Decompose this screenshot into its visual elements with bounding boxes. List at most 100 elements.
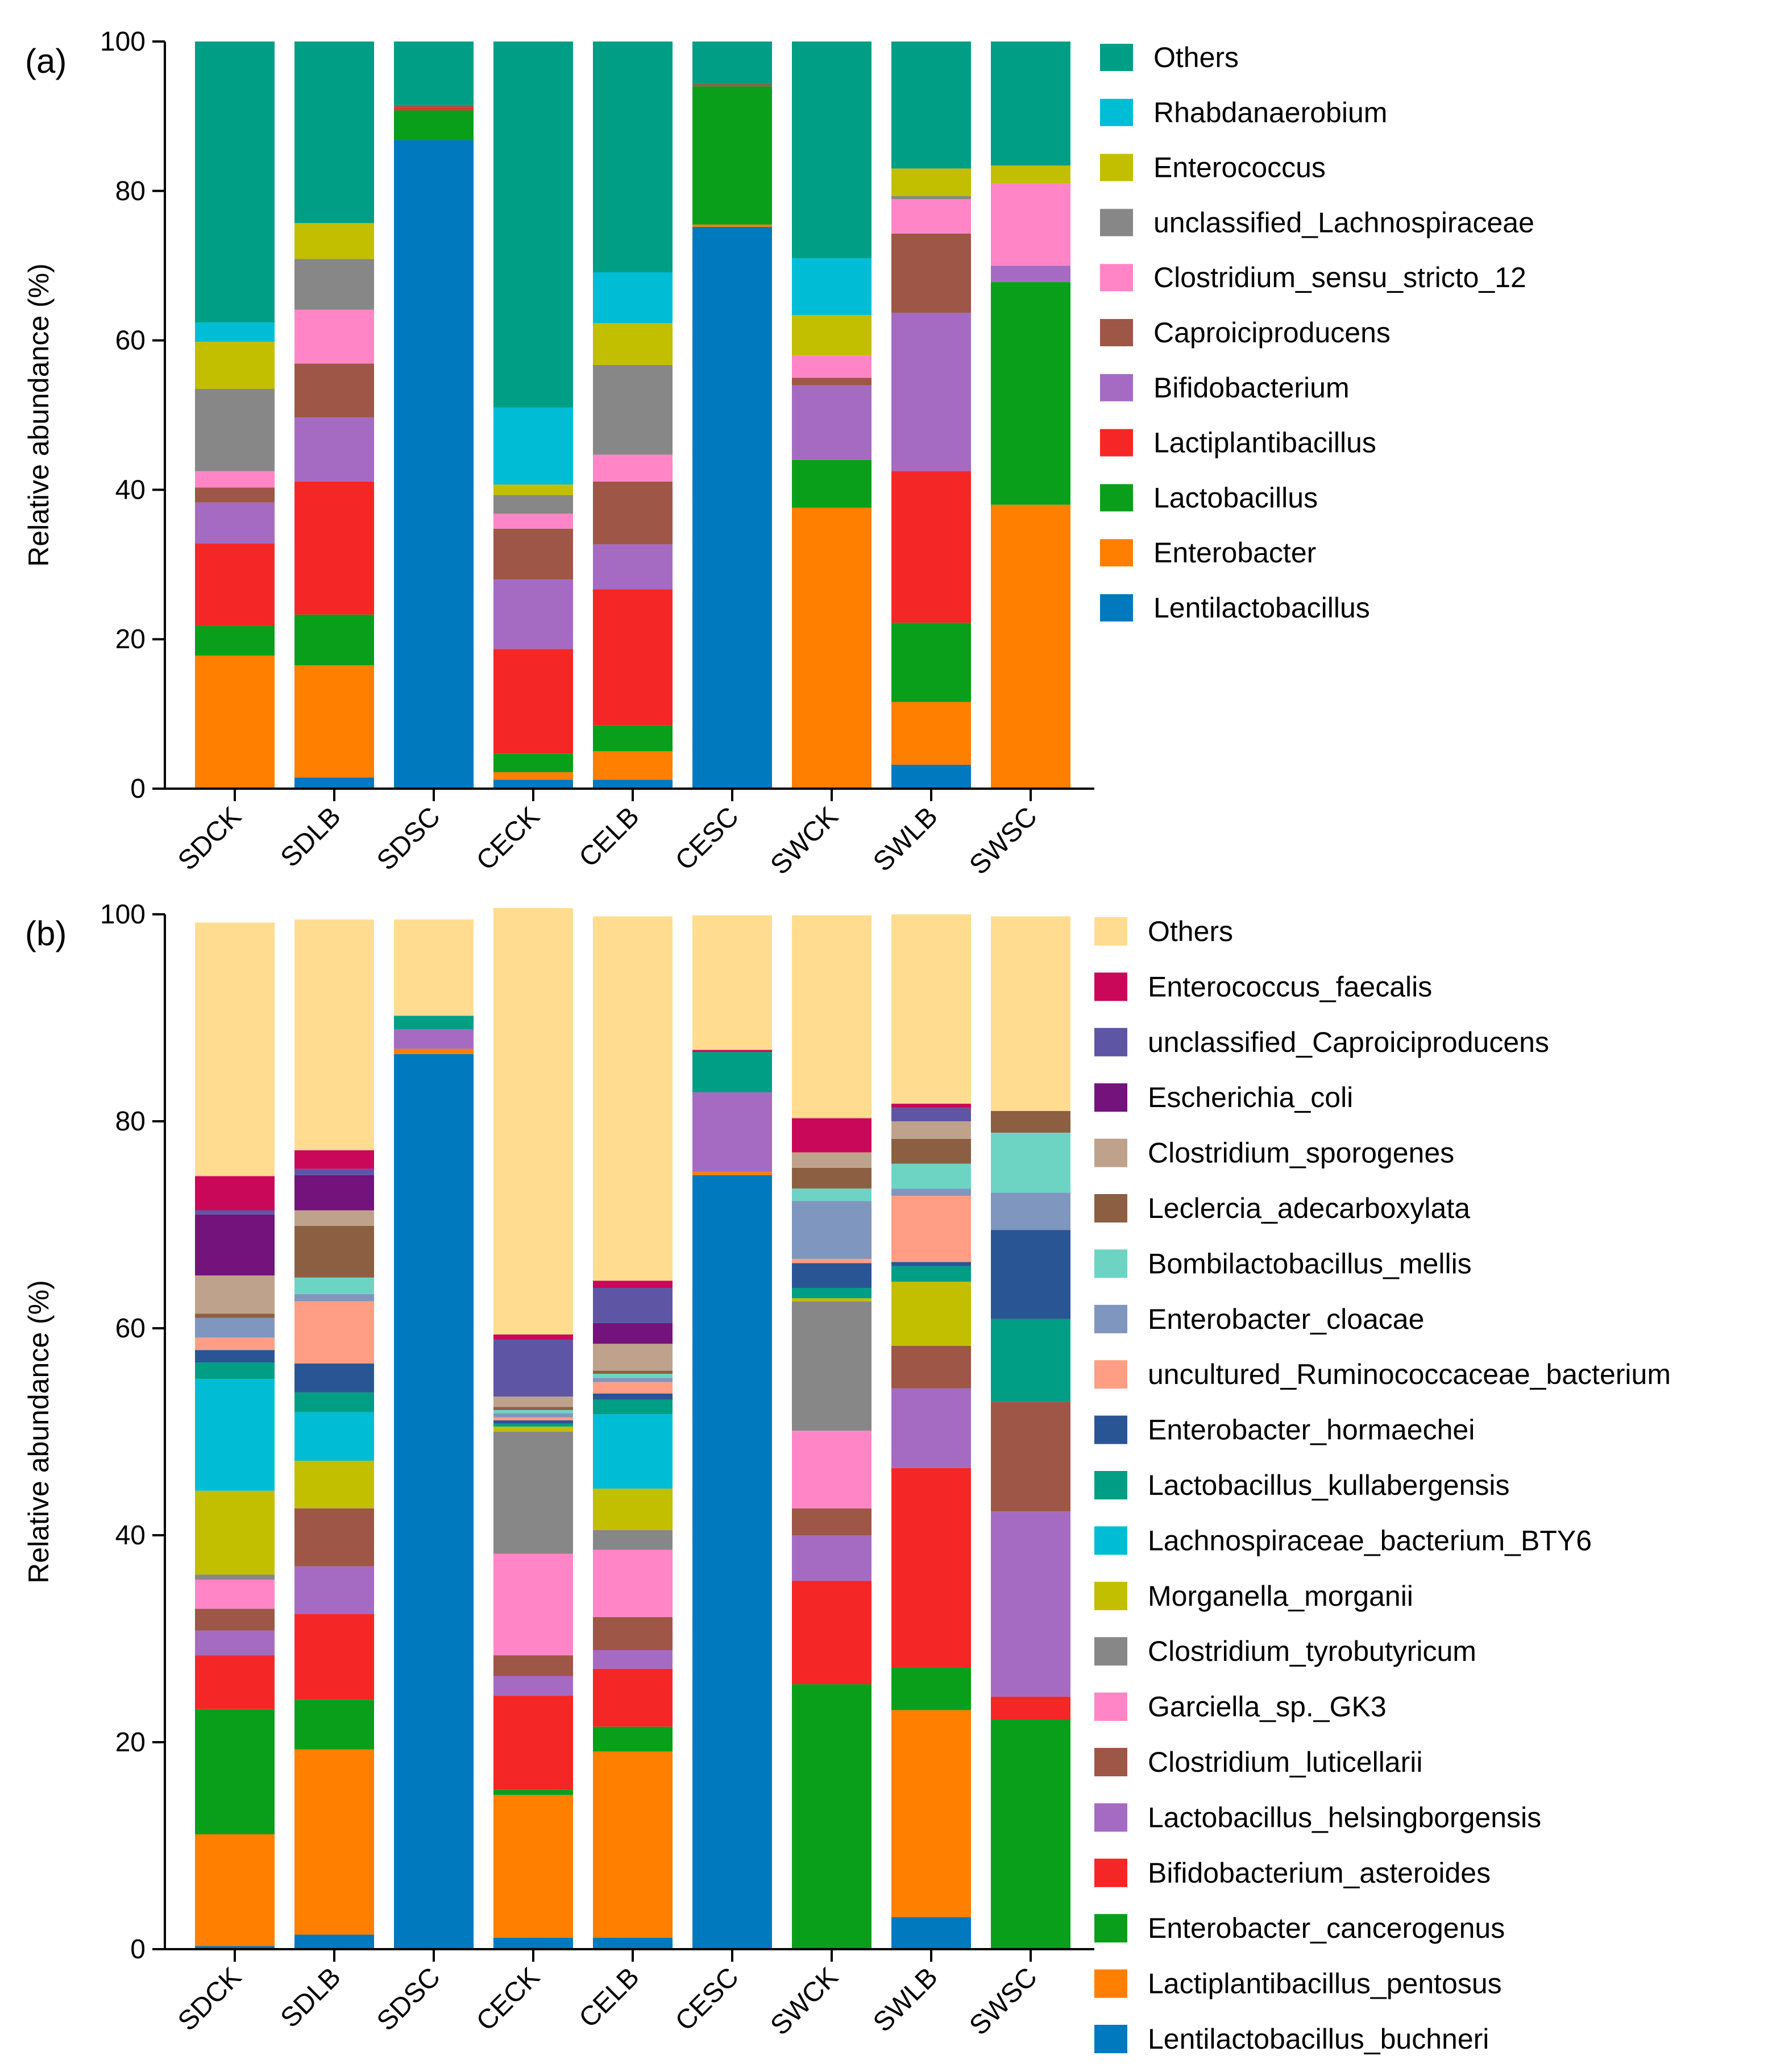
bar-segment-celb-lactobacillus xyxy=(593,725,673,752)
legend-swatch-rhabdanaerobium xyxy=(1100,98,1133,126)
bar-segment-swck-leclercia-adecarboxylata xyxy=(792,1167,871,1189)
bar-segment-sdlb-leclercia-adecarboxylata xyxy=(294,1225,374,1278)
y-tick-label-20: 20 xyxy=(115,624,146,654)
bar-segment-cesc-lentilactobacillus xyxy=(692,226,772,789)
bar-segment-ceck-bifidobacterium-asteroides xyxy=(493,1696,573,1790)
bar-segment-sdck-enterococcus-faecalis xyxy=(195,1176,275,1211)
bar-segment-cesc-lactobacillus-helsingborgensis xyxy=(692,1092,772,1172)
bar-segment-sdlb-bifidobacterium xyxy=(294,417,374,482)
legend-swatch-lactiplantibacillus xyxy=(1100,429,1133,457)
bar-segment-celb-lactiplantibacillus-pentosus xyxy=(593,1751,673,1938)
y-tick-label-60: 60 xyxy=(115,326,146,356)
legend-swatch-caproiciproducens xyxy=(1100,319,1133,346)
legend-swatch-lachnospiraceae-bacterium-bty6 xyxy=(1094,1526,1127,1555)
legend-label-bifidobacterium: Bifidobacterium xyxy=(1153,372,1350,404)
bar-segment-celb-caproiciproducens xyxy=(593,481,673,545)
bar-segment-swlb-lactobacillus xyxy=(891,623,971,702)
x-tick-label-ceck: CECK xyxy=(471,1962,546,2037)
bar-segment-sdck-morganella-morganii xyxy=(195,1490,275,1575)
bar-segment-sdck-clostridium-sensu-stricto-12 xyxy=(195,471,275,488)
bar-segment-ceck-lentilactobacillus-buchneri xyxy=(493,1937,573,1949)
legend-label-others: Others xyxy=(1148,915,1233,947)
bar-segment-sdsc-lactobacillus xyxy=(394,110,474,140)
bar-segment-celb-bifidobacterium-asteroides xyxy=(593,1668,673,1727)
legend-swatch-lactiplantibacillus-pentosus xyxy=(1094,1969,1127,1998)
bar-segment-sdck-lactiplantibacillus xyxy=(195,544,275,626)
legend-label-lactobacillus: Lactobacillus xyxy=(1153,482,1318,513)
bar-segment-celb-enterococcus-faecalis xyxy=(593,1281,673,1288)
bar-segment-celb-unclassified-lachnospiraceae xyxy=(593,364,673,455)
bar-segment-swlb-enterococcus-faecalis xyxy=(891,1104,971,1108)
bar-segment-ceck-leclercia-adecarboxylata xyxy=(493,1407,573,1410)
bar-segment-swck-enterobacter-cancerogenus xyxy=(792,1684,871,1949)
bar-segment-sdlb-bifidobacterium-asteroides xyxy=(294,1614,374,1700)
legend-swatch-lactobacillus-helsingborgensis xyxy=(1094,1803,1127,1832)
bar-segment-swlb-enterobacter-cancerogenus xyxy=(891,1667,971,1710)
x-tick-label-swlb: SWLB xyxy=(868,1962,944,2038)
bar-segment-swck-caproiciproducens xyxy=(792,378,871,386)
bar-segment-sdck-uncultured-ruminococcaceae-bacterium xyxy=(195,1337,275,1350)
legend-swatch-escherichia-coli xyxy=(1094,1083,1127,1112)
legend-swatch-enterobacter-cancerogenus xyxy=(1094,1914,1127,1943)
bar-segment-swsc-others xyxy=(991,42,1070,166)
bar-segment-swck-enterobacter xyxy=(792,507,871,789)
legend-label-lactiplantibacillus: Lactiplantibacillus xyxy=(1153,427,1376,459)
bar-segment-swck-enterobacter-cloacae xyxy=(792,1201,871,1259)
legend-label-enterococcus: Enterococcus xyxy=(1153,152,1326,184)
bar-segment-sdlb-others xyxy=(294,919,374,1150)
legend-swatch-clostridium-sporogenes xyxy=(1094,1138,1127,1167)
bar-segment-sdck-lactobacillus-kullabergensis xyxy=(195,1362,275,1379)
legend-label-enterococcus-faecalis: Enterococcus_faecalis xyxy=(1148,971,1432,1002)
bar-segment-swck-clostridium-luticellarii xyxy=(792,1508,871,1535)
bar-segment-ceck-lactobacillus-helsingborgensis xyxy=(493,1676,573,1696)
bar-segment-sdck-enterobacter xyxy=(195,656,275,789)
bar-segment-swlb-enterobacter-cloacae xyxy=(891,1188,971,1196)
legend-swatch-lentilactobacillus-buchneri xyxy=(1094,2025,1127,2053)
bar-segment-swck-clostridium-tyrobutyricum xyxy=(792,1301,871,1431)
bar-segment-ceck-morganella-morganii xyxy=(493,1426,573,1432)
bar-segment-swlb-leclercia-adecarboxylata xyxy=(891,1138,971,1164)
bar-segment-celb-lactiplantibacillus xyxy=(593,589,673,726)
bar-segment-swlb-unclassified-caproiciproducens xyxy=(891,1108,971,1121)
bar-segment-swlb-bifidobacterium xyxy=(891,312,971,471)
bar-segment-swsc-enterococcus xyxy=(991,165,1070,184)
legend-swatch-unclassified-caproiciproducens xyxy=(1094,1027,1127,1056)
bar-segment-ceck-lentilactobacillus xyxy=(493,780,573,789)
legend-label-bombilactobacillus-mellis: Bombilactobacillus_mellis xyxy=(1148,1248,1472,1279)
bar-segment-sdsc-lactobacillus-helsingborgensis xyxy=(394,1029,474,1049)
bar-segment-celb-lactobacillus-kullabergensis xyxy=(593,1399,673,1415)
bar-segment-swlb-unclassified-lachnospiraceae xyxy=(891,196,971,200)
y-tick-label-40: 40 xyxy=(115,1520,146,1551)
bar-segment-swck-morganella-morganii xyxy=(792,1298,871,1302)
bar-segment-swlb-uncultured-ruminococcaceae-bacterium xyxy=(891,1196,971,1262)
bar-segment-sdlb-unclassified-caproiciproducens xyxy=(294,1168,374,1175)
bar-segment-sdck-lachnospiraceae-bacterium-bty6 xyxy=(195,1379,275,1491)
bar-segment-celb-enterobacter-cancerogenus xyxy=(593,1726,673,1752)
bar-segment-ceck-enterobacter-cancerogenus xyxy=(493,1789,573,1795)
bar-segment-sdlb-uncultured-ruminococcaceae-bacterium xyxy=(294,1301,374,1364)
bar-segment-sdck-clostridium-tyrobutyricum xyxy=(195,1574,275,1580)
legend-label-enterobacter-hormaechei: Enterobacter_hormaechei xyxy=(1148,1414,1475,1446)
legend-swatch-leclercia-adecarboxylata xyxy=(1094,1194,1127,1223)
bar-segment-sdlb-enterococcus xyxy=(294,223,374,259)
bar-segment-swsc-lactobacillus-helsingborgensis xyxy=(991,1511,1070,1697)
bar-segment-sdck-others xyxy=(195,42,275,323)
bar-segment-celb-uncultured-ruminococcaceae-bacterium xyxy=(593,1382,673,1394)
bar-segment-ceck-enterococcus-faecalis xyxy=(493,1334,573,1340)
bar-segment-swck-others xyxy=(792,915,871,1118)
bar-segment-sdlb-caproiciproducens xyxy=(294,363,374,417)
legend-label-escherichia-coli: Escherichia_coli xyxy=(1148,1081,1353,1113)
x-tick-label-swsc: SWSC xyxy=(964,1962,1043,2041)
bar-segment-celb-clostridium-sporogenes xyxy=(593,1344,673,1371)
legend-swatch-clostridium-sensu-stricto-12 xyxy=(1100,264,1133,292)
bar-segment-sdsc-caproiciproducens xyxy=(394,105,474,108)
legend-label-morganella-morganii: Morganella_morganii xyxy=(1148,1580,1413,1612)
bar-segment-sdck-unclassified-lachnospiraceae xyxy=(195,389,275,471)
bar-segment-ceck-rhabdanaerobium xyxy=(493,407,573,485)
x-tick-label-sdlb: SDLB xyxy=(275,1962,347,2033)
x-tick-label-sdck: SDCK xyxy=(172,801,247,876)
bar-segment-sdlb-clostridium-luticellarii xyxy=(294,1508,374,1567)
bar-segment-sdlb-lactobacillus-helsingborgensis xyxy=(294,1566,374,1614)
bar-segment-ceck-clostridium-sensu-stricto-12 xyxy=(493,513,573,529)
